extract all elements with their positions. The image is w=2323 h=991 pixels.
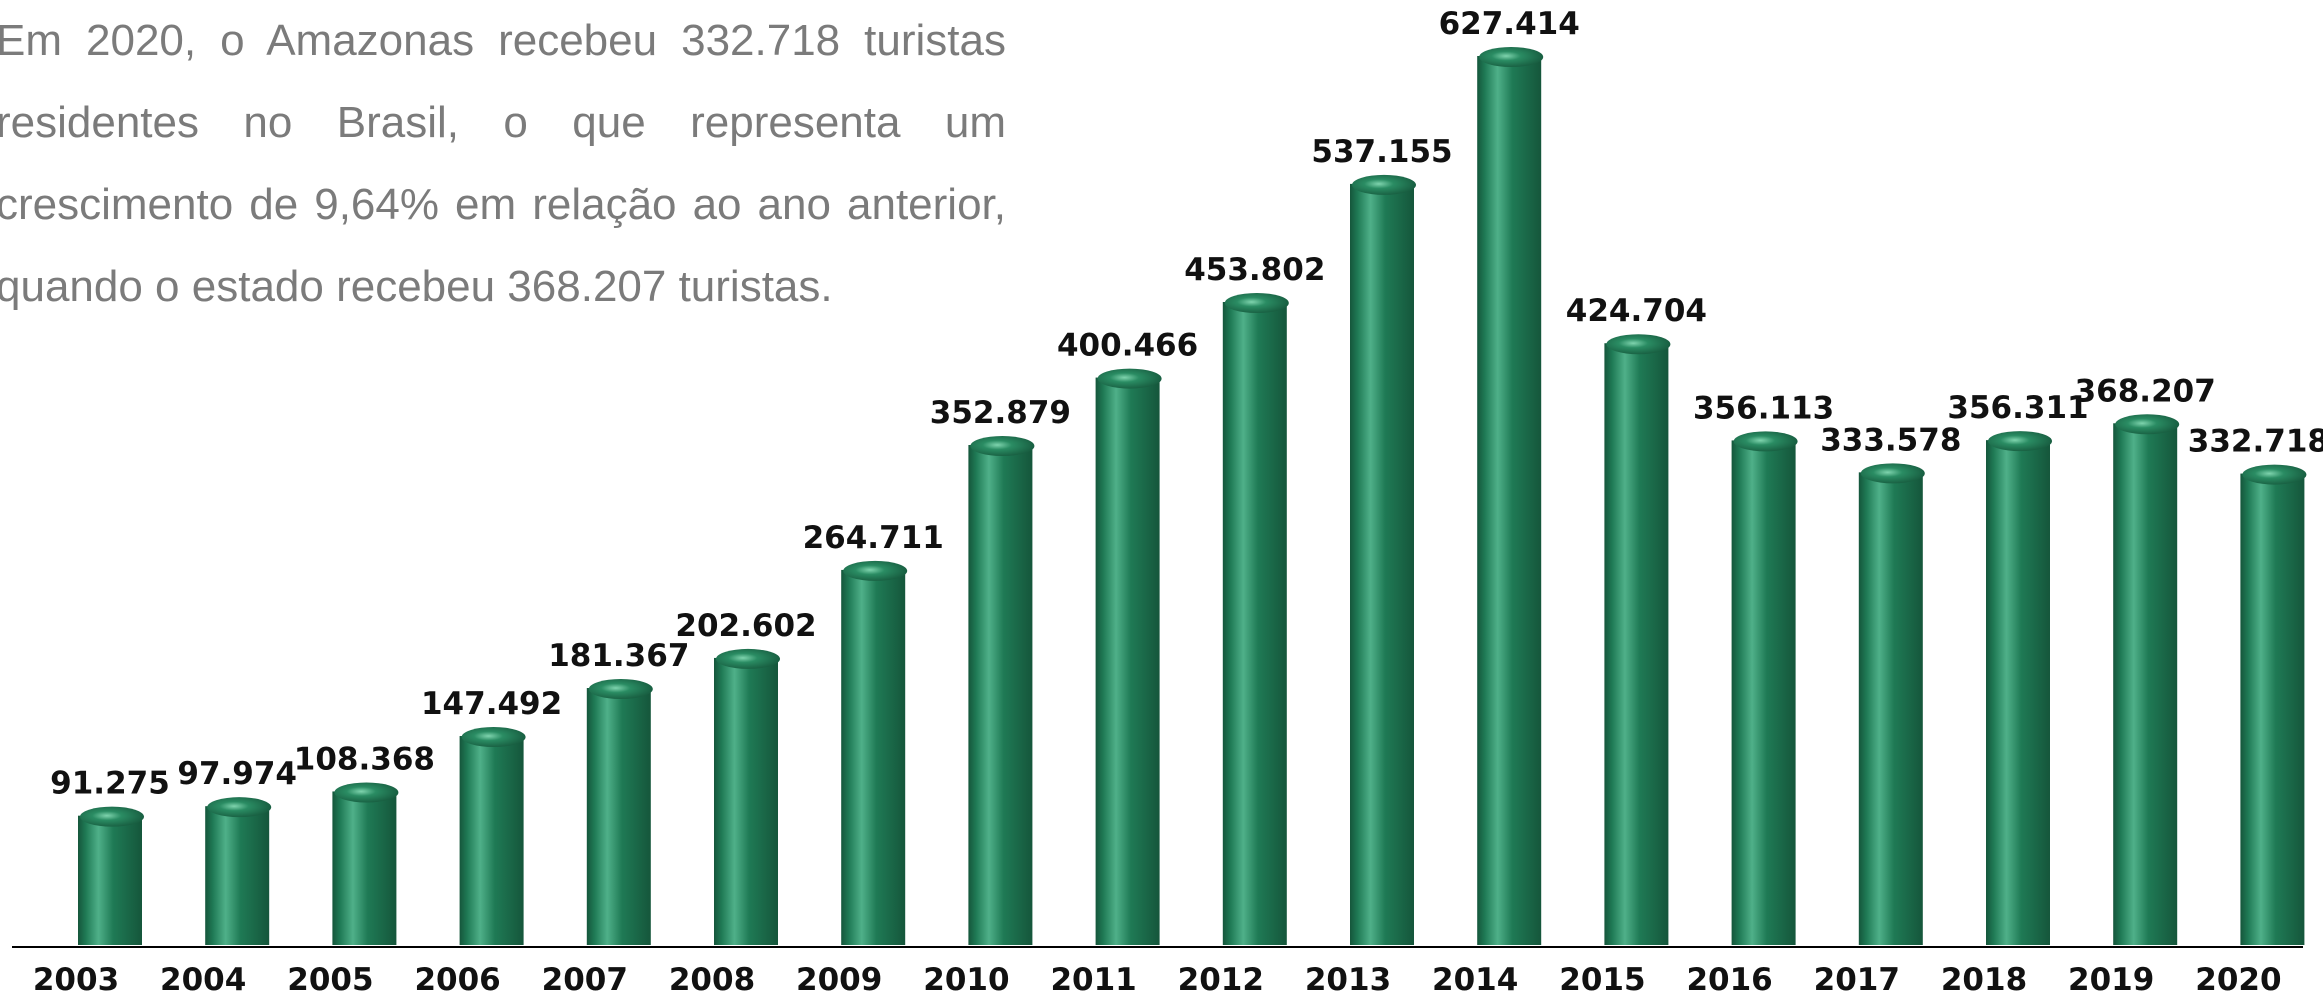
bar-2004 <box>205 806 270 945</box>
value-label-2008: 202.602 <box>675 608 816 644</box>
value-label-2010: 352.879 <box>930 395 1071 431</box>
x-tick-2013: 2013 <box>1305 962 1391 991</box>
bar-2008 <box>714 657 778 945</box>
bar-2014 <box>1477 56 1542 945</box>
bar-2018 <box>1986 440 2050 945</box>
x-tick-2006: 2006 <box>414 962 500 991</box>
bar-2015 <box>1604 343 1669 945</box>
x-tick-2009: 2009 <box>796 962 882 991</box>
bar-cap-2010 <box>970 435 1035 456</box>
bar-2013 <box>1350 183 1414 945</box>
bar-cap-2009 <box>843 560 908 581</box>
value-label-2009: 264.711 <box>803 520 944 556</box>
bar-2003 <box>78 815 142 945</box>
value-label-2004: 97.974 <box>177 756 297 792</box>
bar-2011 <box>1095 377 1160 945</box>
bar-series <box>78 47 2307 945</box>
bar-cap-2020 <box>2242 464 2307 485</box>
bar-2005 <box>332 791 397 945</box>
bar-cap-2006 <box>461 727 526 748</box>
value-label-2011: 400.466 <box>1057 328 1198 364</box>
value-label-2016: 356.113 <box>1693 390 1834 426</box>
bar-cap-2019 <box>2115 414 2180 435</box>
bar-cap-2017 <box>1860 463 1925 484</box>
x-tick-2010: 2010 <box>923 962 1009 991</box>
bar-cap-2003 <box>80 806 144 827</box>
bar-2009 <box>841 569 906 945</box>
x-tick-labels: 2003 2004 2005 2006 2007 2008 2009 2010 2011 2012… <box>33 962 2282 991</box>
bar-cap-2008 <box>716 648 780 669</box>
x-tick-2007: 2007 <box>542 962 628 991</box>
bar-cap-2007 <box>588 679 653 700</box>
bar-2006 <box>459 736 524 945</box>
value-label-2019: 368.207 <box>2075 373 2216 409</box>
bar-cap-2016 <box>1733 431 1798 452</box>
bar-cap-2004 <box>207 797 272 818</box>
value-label-2013: 537.155 <box>1311 134 1452 170</box>
x-tick-2005: 2005 <box>287 962 373 991</box>
bar-cap-2011 <box>1097 368 1162 389</box>
bar-cap-2012 <box>1224 292 1289 313</box>
value-label-2015: 424.704 <box>1566 293 1707 329</box>
x-tick-2016: 2016 <box>1686 962 1772 991</box>
bar-2017 <box>1858 472 1923 945</box>
bar-cap-2014 <box>1479 47 1544 67</box>
value-label-2005: 108.368 <box>294 741 435 777</box>
bar-2020 <box>2240 473 2305 945</box>
x-tick-2020: 2020 <box>2195 962 2281 991</box>
x-tick-2003: 2003 <box>33 962 119 991</box>
value-label-2018: 356.311 <box>1947 390 2088 426</box>
bar-2016 <box>1731 440 1796 945</box>
x-tick-2008: 2008 <box>669 962 755 991</box>
value-label-2020: 332.718 <box>2188 424 2323 460</box>
value-label-2007: 181.367 <box>548 638 689 674</box>
value-label-2012: 453.802 <box>1184 252 1325 288</box>
bar-cap-2013 <box>1352 174 1416 195</box>
x-tick-2015: 2015 <box>1559 962 1645 991</box>
x-tick-2018: 2018 <box>1941 962 2027 991</box>
bar-cap-2005 <box>334 782 399 803</box>
x-tick-2019: 2019 <box>2068 962 2154 991</box>
bar-cap-2018 <box>1988 431 2052 452</box>
bar-2012 <box>1222 301 1287 945</box>
value-label-2014: 627.414 <box>1439 6 1580 42</box>
value-label-2003: 91.275 <box>50 766 170 802</box>
value-label-2017: 333.578 <box>1820 422 1961 458</box>
x-tick-2011: 2011 <box>1050 962 1136 991</box>
bar-2007 <box>586 688 651 945</box>
x-tick-2012: 2012 <box>1178 962 1264 991</box>
x-tick-2004: 2004 <box>160 962 246 991</box>
bar-2019 <box>2113 423 2178 945</box>
x-tick-2017: 2017 <box>1814 962 1900 991</box>
bar-2010 <box>968 444 1033 945</box>
x-tick-2014: 2014 <box>1432 962 1518 991</box>
value-label-2006: 147.492 <box>421 686 562 722</box>
bar-cap-2015 <box>1606 334 1671 355</box>
intro-paragraph: Em 2020, o Amazonas recebeu 332.718 turi… <box>0 16 1006 311</box>
